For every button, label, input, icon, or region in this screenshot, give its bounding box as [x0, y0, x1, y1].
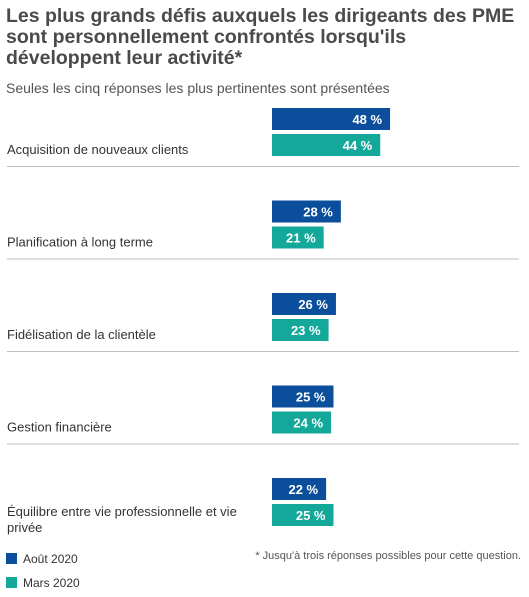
bar-aout-2: [272, 293, 336, 315]
footnote: * Jusqu'à trois réponses possibles pour …: [255, 550, 521, 562]
legend-swatch-aout: [6, 553, 17, 564]
bar-aout-3: [272, 385, 334, 408]
legend-swatch-mars: [6, 577, 17, 588]
legend-item-mars: Mars 2020: [6, 576, 80, 590]
bar-aout-1: [272, 200, 341, 223]
data-label-mars-0: 44 %: [343, 138, 373, 153]
category-label-3: Gestion financière: [7, 420, 112, 435]
data-label-mars-2: 23 %: [291, 323, 321, 338]
bar-chart: 48 % 44 % Acquisition de nouveaux clients 2…: [7, 108, 519, 535]
bar-mars-1: [272, 226, 324, 249]
chart-subtitle: Seules les cinq réponses les plus pertin…: [6, 80, 390, 96]
category-label-1: Planification à long terme: [7, 235, 153, 250]
data-label-aout-0: 48 %: [352, 112, 382, 127]
bar-mars-4: [272, 504, 334, 526]
bar-mars-3: [272, 411, 332, 434]
data-label-aout-3: 25 %: [296, 390, 326, 405]
bar-mars-2: [272, 319, 329, 341]
data-label-mars-4: 25 %: [296, 508, 326, 523]
category-label-2: Fidélisation de la clientèle: [7, 327, 156, 342]
data-label-aout-1: 28 %: [303, 205, 333, 220]
bar-aout-0: [272, 108, 391, 130]
bar-aout-4: [272, 478, 327, 500]
bar-mars-0: [272, 134, 381, 156]
legend-item-aout: Août 2020: [6, 552, 78, 566]
legend-label-aout: Août 2020: [23, 552, 78, 566]
data-label-aout-2: 26 %: [298, 297, 328, 312]
data-label-mars-3: 24 %: [293, 416, 323, 431]
chart-title: Les plus grands défis auxquels les dirig…: [6, 5, 515, 69]
category-label-4: Équilibre entre vie professionnelle et v…: [7, 504, 237, 535]
data-label-mars-1: 21 %: [286, 231, 316, 246]
data-label-aout-4: 22 %: [288, 482, 318, 497]
category-label-0: Acquisition de nouveaux clients: [7, 142, 189, 157]
legend-label-mars: Mars 2020: [23, 576, 80, 590]
